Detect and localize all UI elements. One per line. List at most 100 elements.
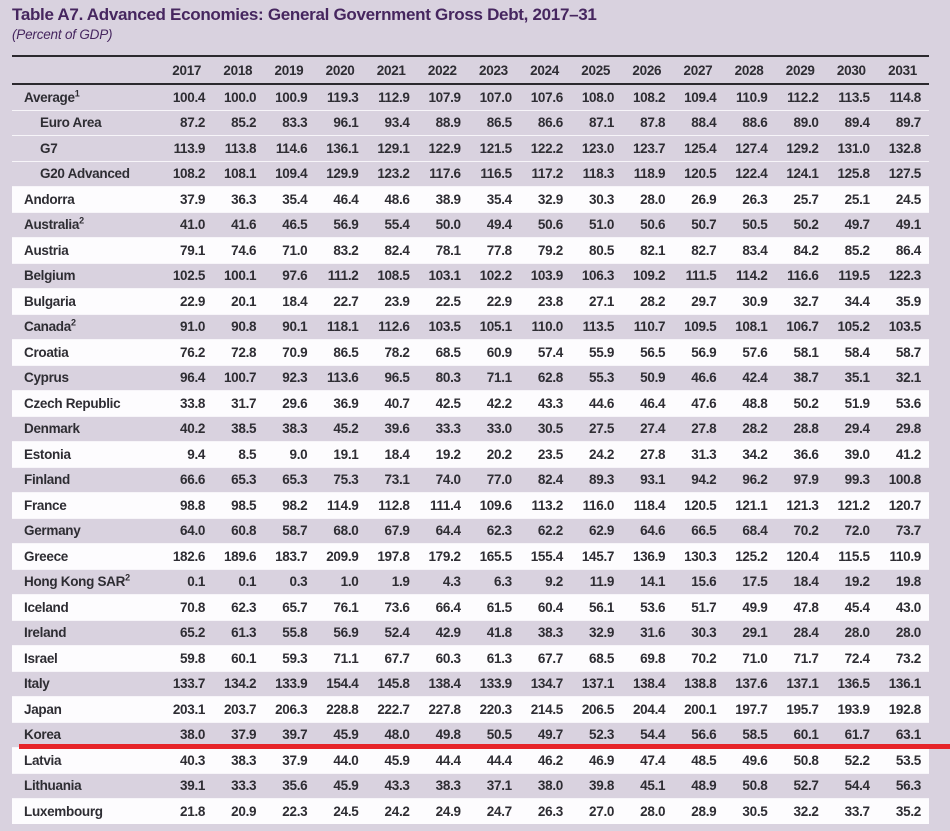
cell-value: 88.6: [742, 115, 768, 131]
cell-value: 29.6: [282, 395, 308, 411]
cell-value: 42.9: [435, 625, 461, 641]
cell-value: 111.2: [327, 268, 359, 284]
table-row: Korea 38.0 37.9 39.7 45.9 48.0 49.8 50.5 49.7 52.…: [12, 722, 929, 748]
cell-value: 89.7: [895, 115, 921, 131]
cell-value: 65.2: [180, 625, 206, 641]
cell-value: 94.2: [691, 472, 717, 488]
cell-value: 109.5: [684, 319, 717, 335]
cell-value: 60.4: [537, 599, 563, 615]
year-column-header: 2031: [877, 55, 929, 85]
cell-value: 52.4: [384, 625, 410, 641]
cell-value: 123.2: [377, 166, 410, 182]
year-column-header: 2020: [315, 55, 367, 85]
cell-value: 27.0: [589, 803, 615, 819]
cell-value: 97.6: [282, 268, 308, 284]
cell-value: 145.8: [377, 676, 410, 692]
cell-value: 137.1: [581, 676, 615, 692]
cell-value: 134.2: [223, 676, 257, 692]
cell-value: 92.3: [282, 370, 308, 386]
row-label: Lithuania: [24, 778, 82, 794]
cell-value: 50.7: [691, 217, 717, 233]
cell-value: 49.8: [435, 727, 461, 743]
row-label: Israel: [24, 650, 58, 666]
row-label: Australia2: [24, 215, 84, 233]
cell-value: 109.6: [479, 497, 513, 513]
cell-value: 74.0: [435, 472, 461, 488]
cell-value: 88.4: [691, 115, 717, 131]
cell-value: 122.9: [428, 140, 461, 156]
cell-value: 137.1: [786, 676, 819, 692]
row-label: Germany: [24, 523, 81, 539]
cell-value: 70.8: [180, 599, 206, 615]
cell-value: 111.5: [685, 268, 717, 284]
cell-value: 50.5: [486, 727, 512, 743]
year-column-header: 2021: [366, 55, 418, 85]
cell-value: 138.8: [684, 676, 717, 692]
cell-value: 62.2: [537, 523, 563, 539]
cell-value: 100.7: [223, 370, 257, 386]
cell-value: 50.8: [742, 778, 768, 794]
cell-value: 108.1: [735, 319, 768, 335]
cell-value: 98.5: [231, 497, 257, 513]
cell-value: 24.5: [895, 191, 921, 207]
cell-value: 33.8: [180, 395, 206, 411]
table-row: Canada2 91.0 90.8 90.1 118.1 112.6 103.5 105.1 1…: [12, 314, 929, 340]
cell-value: 125.8: [837, 166, 870, 182]
cell-value: 71.1: [486, 370, 512, 386]
cell-value: 155.4: [530, 548, 564, 564]
cell-value: 99.3: [844, 472, 870, 488]
row-label: Korea: [24, 727, 61, 743]
cell-value: 88.9: [435, 115, 461, 131]
cell-value: 30.3: [691, 625, 717, 641]
cell-value: 100.4: [172, 89, 206, 105]
cell-value: 67.7: [384, 650, 410, 666]
cell-value: 50.0: [435, 217, 461, 233]
cell-value: 35.4: [282, 191, 308, 207]
cell-value: 109.4: [275, 166, 308, 182]
cell-value: 115.5: [838, 548, 870, 564]
cell-value: 134.7: [530, 676, 564, 692]
cell-value: 19.2: [844, 574, 870, 590]
cell-value: 64.6: [640, 523, 666, 539]
cell-value: 111.4: [429, 497, 461, 513]
table-row: Hong Kong SAR2 0.1 0.1 0.3 1.0 1.9 4.3 6.3 9.2 11…: [12, 569, 929, 595]
cell-value: 130.3: [684, 548, 717, 564]
cell-value: 37.1: [486, 778, 512, 794]
cell-value: 89.4: [844, 115, 870, 131]
cell-value: 110.7: [633, 319, 666, 335]
corner-cell: [12, 55, 162, 85]
cell-value: 72.4: [844, 650, 870, 666]
cell-value: 109.2: [632, 268, 666, 284]
cell-value: 80.3: [435, 370, 461, 386]
cell-value: 46.4: [333, 191, 359, 207]
cell-value: 28.0: [844, 625, 870, 641]
cell-value: 41.0: [180, 217, 206, 233]
cell-value: 30.3: [589, 191, 615, 207]
table-row: Finland 66.6 65.3 65.3 75.3 73.1 74.0 77.0 82.4 8…: [12, 467, 929, 493]
cell-value: 28.0: [895, 625, 921, 641]
cell-value: 83.3: [282, 115, 308, 131]
cell-value: 113.8: [224, 140, 257, 156]
row-label: Croatia: [24, 344, 69, 360]
cell-value: 66.6: [180, 472, 206, 488]
cell-value: 52.3: [589, 727, 615, 743]
row-label: Denmark: [24, 421, 80, 437]
year-column-header: 2027: [673, 55, 725, 85]
cell-value: 58.7: [282, 523, 308, 539]
cell-value: 121.2: [837, 497, 870, 513]
cell-value: 77.8: [486, 242, 512, 258]
cell-value: 117.6: [429, 166, 461, 182]
cell-value: 83.4: [742, 242, 768, 258]
cell-value: 50.6: [537, 217, 563, 233]
row-label: Hong Kong SAR2: [24, 572, 130, 590]
cell-value: 206.3: [275, 701, 308, 717]
cell-value: 22.3: [282, 803, 308, 819]
cell-value: 73.7: [895, 523, 921, 539]
cell-value: 30.5: [742, 803, 768, 819]
cell-value: 23.9: [384, 293, 410, 309]
cell-value: 105.2: [837, 319, 870, 335]
cell-value: 29.4: [844, 421, 870, 437]
table-row: Italy 133.7 134.2 133.9 154.4 145.8 138.4 133.9…: [12, 671, 929, 697]
debt-table-head: 2017 2018 2019 2020 2021 2022 2023 2024 2025 2026…: [12, 55, 929, 85]
cell-value: 78.1: [435, 242, 461, 258]
